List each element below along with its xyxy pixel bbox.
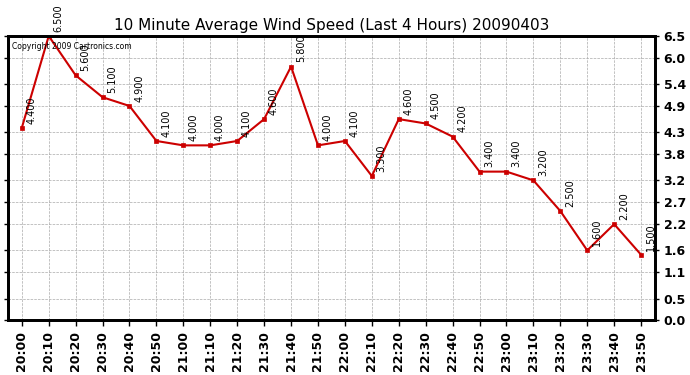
Text: 5.800: 5.800	[296, 35, 306, 62]
Text: 5.100: 5.100	[108, 65, 117, 93]
Text: 4.400: 4.400	[26, 96, 37, 124]
Text: 4.600: 4.600	[269, 87, 279, 115]
Text: 4.100: 4.100	[350, 110, 359, 137]
Text: 1.500: 1.500	[646, 223, 656, 251]
Text: 6.500: 6.500	[53, 4, 63, 32]
Text: 5.600: 5.600	[80, 44, 90, 71]
Text: 4.600: 4.600	[404, 87, 413, 115]
Text: 3.400: 3.400	[511, 140, 521, 168]
Text: Copyright 2009 Cartronics.com: Copyright 2009 Cartronics.com	[12, 42, 131, 51]
Text: 3.200: 3.200	[538, 148, 548, 176]
Text: 1.600: 1.600	[592, 219, 602, 246]
Text: 4.100: 4.100	[161, 110, 171, 137]
Text: 4.100: 4.100	[242, 110, 252, 137]
Text: 4.000: 4.000	[323, 114, 333, 141]
Text: 4.500: 4.500	[431, 92, 440, 119]
Text: 4.200: 4.200	[457, 105, 467, 132]
Text: 4.000: 4.000	[215, 114, 225, 141]
Text: 4.900: 4.900	[135, 74, 144, 102]
Text: 3.400: 3.400	[484, 140, 494, 168]
Title: 10 Minute Average Wind Speed (Last 4 Hours) 20090403: 10 Minute Average Wind Speed (Last 4 Hou…	[114, 18, 549, 33]
Text: 4.000: 4.000	[188, 114, 198, 141]
Text: 2.200: 2.200	[619, 192, 629, 220]
Text: 2.500: 2.500	[565, 179, 575, 207]
Text: 3.300: 3.300	[377, 144, 386, 172]
